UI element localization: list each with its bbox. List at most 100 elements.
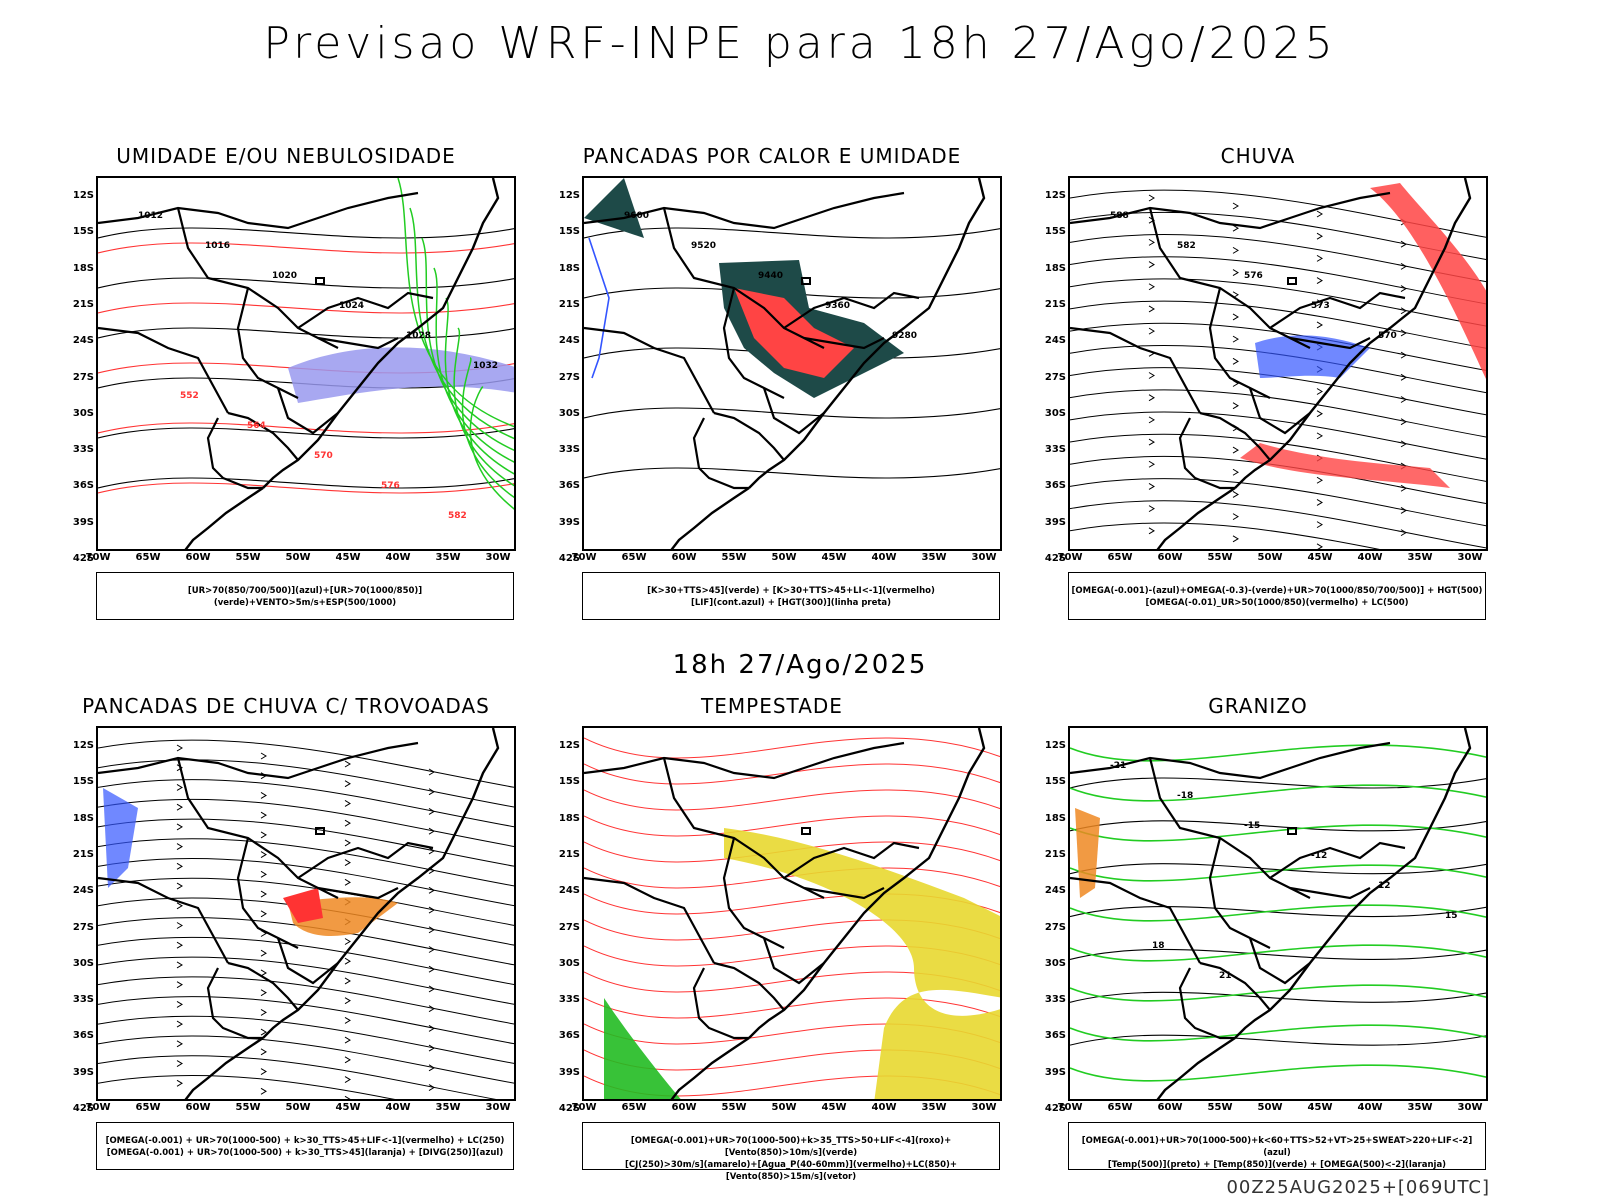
streamline-arrow [1400, 396, 1407, 403]
streamline-arrow [1148, 194, 1155, 202]
y-tick-label: 36S [72, 480, 94, 492]
streamline-arrow [1400, 307, 1407, 315]
humidity-green-contour [409, 207, 514, 440]
legend-line: [OMEGA(-0.001)+UR>70(1000-500)+k>35_TTS>… [630, 1136, 952, 1158]
border-line [722, 837, 785, 949]
contour-label: 12 [1378, 881, 1391, 891]
streamline-arrow [1148, 527, 1155, 535]
streamline-arrow [1148, 460, 1155, 468]
coastline [262, 728, 500, 1039]
temp850-contour [1070, 864, 1486, 882]
panel-legend: [OMEGA(-0.001) + UR>70(1000-500) + k>30_… [96, 1122, 514, 1170]
y-tick-label: 18S [558, 812, 580, 824]
contour-label: 582 [1177, 241, 1196, 251]
x-tick-label: 35W [1407, 552, 1433, 563]
border-line [1208, 837, 1271, 949]
border-line [1289, 886, 1371, 900]
x-axis: 70W 65W 60W 55W 50W 45W 40W 35W 30W [1058, 552, 1488, 566]
lake-marker [1287, 277, 1297, 285]
coastline [748, 178, 986, 489]
contour-label: 570 [1378, 331, 1397, 341]
streamline-arrow [176, 862, 183, 870]
streamline-arrow [428, 985, 435, 993]
y-tick-label: 30S [1044, 957, 1066, 969]
temp850-contour [1070, 1064, 1486, 1082]
border-line [227, 411, 299, 461]
panel-legend: [OMEGA(-0.001)-(azul)+OMEGA(-0.3)-(verde… [1068, 572, 1486, 620]
border-line [1289, 336, 1371, 350]
border-line [722, 287, 785, 399]
contour-label: 1012 [138, 211, 163, 221]
y-tick-label: 12S [72, 190, 94, 201]
x-tick-label: 30W [485, 1102, 511, 1113]
streamline-arrow [1232, 313, 1239, 321]
border-line [713, 961, 785, 1011]
y-tick-label: 27S [72, 371, 94, 383]
contour-line [98, 422, 514, 434]
streamline-arrow [176, 823, 183, 831]
y-tick-label: 15S [558, 226, 580, 238]
streamline-arrow [344, 1076, 351, 1083]
lake-marker [315, 827, 325, 835]
y-tick-label: 36S [72, 1030, 94, 1042]
legend-line: [LIF](cont.azul) + [HGT(300)](linha pret… [690, 598, 892, 608]
x-tick-label: 65W [621, 1102, 647, 1113]
humidity-blue-area [288, 347, 514, 403]
streamline-arrow [176, 941, 183, 949]
panel-legend: [K>30+TTS>45](verde) + [K>30+TTS>45+LI<-… [582, 572, 1000, 620]
x-tick-label: 65W [1107, 1102, 1133, 1113]
x-tick-label: 35W [921, 552, 947, 563]
border-line [1248, 937, 1311, 985]
lake-marker [801, 277, 811, 285]
streamline [584, 763, 1000, 785]
border-line [584, 741, 905, 780]
streamline-arrow [428, 768, 435, 776]
x-tick-label: 50W [285, 552, 311, 563]
contour-label: -15 [1244, 821, 1260, 831]
temp850-contour [1070, 944, 1486, 962]
streamline-arrow [428, 808, 435, 815]
humidity-green-contour [469, 386, 514, 510]
streamline-arrow [1232, 246, 1239, 254]
y-tick-label: 18S [1044, 262, 1066, 274]
x-tick-label: 50W [771, 1102, 797, 1113]
contour-label: 576 [381, 481, 400, 491]
streamline-arrow [1232, 269, 1239, 276]
streamline [98, 739, 514, 788]
streamline-arrow [428, 1084, 435, 1091]
border-line [206, 967, 263, 1040]
contour-label: -18 [1177, 791, 1193, 801]
contour-label: 552 [180, 391, 199, 401]
contour-label: 1028 [406, 331, 431, 341]
y-tick-label: 18S [558, 262, 580, 274]
panel-title: PANCADAS POR CALOR E UMIDADE [582, 144, 962, 168]
streamline-arrow [428, 1024, 435, 1032]
rain-red-area [1240, 443, 1450, 488]
panel-legend: [OMEGA(-0.001)+UR>70(1000-500)+k<60+TTS>… [1068, 1122, 1486, 1170]
streamline [98, 1035, 514, 1084]
humidity-green-contour [433, 267, 514, 463]
y-tick-label: 12S [1044, 740, 1066, 751]
legend-line: [OMEGA(-0.001)-(azul)+OMEGA(-0.3)-(verde… [1071, 586, 1483, 596]
streamline-arrow [428, 965, 435, 973]
streamline-arrow [1316, 543, 1323, 549]
map-frame [582, 726, 1002, 1101]
panel-pancadas-calor: PANCADAS POR CALOR E UMIDADE 12S 15S 18S 21S… [552, 144, 1002, 654]
x-tick-label: 55W [235, 1102, 261, 1113]
border-line [236, 837, 299, 949]
wind-green-area [604, 998, 681, 1099]
y-tick-label: 21S [1044, 298, 1066, 310]
y-tick-label: 33S [1044, 444, 1066, 456]
streamline-arrow [260, 969, 267, 977]
y-tick-label: 33S [72, 444, 94, 456]
x-tick-label: 45W [335, 552, 361, 563]
coastline [1234, 178, 1472, 489]
streamline-arrow [1400, 418, 1407, 426]
border-line [98, 326, 229, 414]
x-tick-label: 50W [1257, 552, 1283, 563]
streamline [1070, 411, 1486, 460]
x-axis: 70W 65W 60W 55W 50W 45W 40W 35W 30W [86, 552, 516, 566]
streamline [98, 1055, 496, 1099]
contour-line [584, 407, 1000, 419]
x-tick-label: 45W [821, 552, 847, 563]
